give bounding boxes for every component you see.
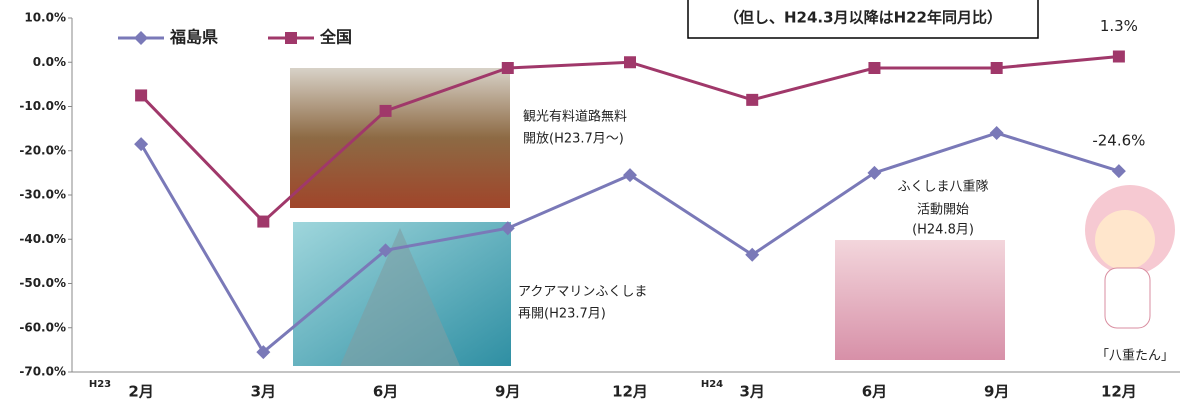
point bbox=[623, 168, 637, 183]
y-tick-label: 0.0% bbox=[33, 55, 66, 69]
y-tick-label: -10.0% bbox=[19, 99, 66, 113]
note: （但し、H24.3月以降はH22年同月比） bbox=[724, 9, 1002, 27]
annotation: 開放(H23.7月～) bbox=[523, 132, 624, 147]
y-tick-label: 10.0% bbox=[24, 11, 66, 25]
point bbox=[867, 165, 882, 180]
y-tick-label: -50.0% bbox=[19, 276, 66, 290]
point bbox=[134, 31, 148, 45]
point bbox=[746, 93, 759, 106]
point bbox=[285, 32, 297, 44]
point bbox=[990, 62, 1003, 75]
annotation: 活動開始 bbox=[917, 203, 969, 218]
annotation: ふくしま八重隊 bbox=[897, 179, 988, 195]
era-label: H24 bbox=[701, 379, 723, 390]
point bbox=[379, 104, 392, 117]
point bbox=[1112, 50, 1125, 63]
y-tick-label: -40.0% bbox=[19, 232, 66, 246]
point bbox=[134, 137, 149, 152]
x-tick-label: 9月 bbox=[984, 383, 1009, 401]
x-tick-label: 3月 bbox=[251, 383, 276, 401]
mascot bbox=[1085, 185, 1175, 329]
y-tick-label: -60.0% bbox=[19, 320, 66, 334]
x-tick-label: 6月 bbox=[862, 383, 887, 401]
note-box bbox=[687, 0, 1039, 39]
x-tick-label: 12月 bbox=[612, 383, 648, 401]
x-tick-label: 9月 bbox=[495, 383, 520, 401]
legend-label: 福島県 bbox=[169, 28, 218, 47]
annotation: アクアマリンふくしま bbox=[518, 285, 647, 300]
photo-team bbox=[835, 240, 1005, 360]
point bbox=[500, 221, 515, 236]
point bbox=[501, 62, 514, 75]
legend-label: 全国 bbox=[319, 28, 352, 47]
point bbox=[745, 247, 760, 262]
x-tick-label: 2月 bbox=[128, 383, 153, 401]
x-tick-label: 6月 bbox=[373, 383, 398, 401]
era-label: H23 bbox=[89, 379, 111, 390]
series-line bbox=[140, 55, 1120, 224]
annotation: 観光有料道路無料 bbox=[523, 109, 627, 125]
data-label: -24.6% bbox=[1092, 132, 1145, 150]
point bbox=[135, 89, 148, 102]
point bbox=[989, 126, 1004, 141]
data-label: 1.3% bbox=[1100, 17, 1138, 35]
y-tick-label: -20.0% bbox=[19, 143, 66, 157]
annotation: 再開(H23.7月) bbox=[518, 307, 606, 322]
y-tick-label: -70.0% bbox=[19, 365, 66, 379]
y-tick-label: -30.0% bbox=[19, 188, 66, 202]
annotation: (H24.8月) bbox=[912, 223, 974, 238]
point bbox=[256, 345, 271, 360]
x-tick-label: 12月 bbox=[1101, 383, 1137, 401]
annotation: 「八重たん」 bbox=[1096, 348, 1174, 364]
x-tick-label: 3月 bbox=[740, 383, 765, 401]
point bbox=[257, 215, 270, 228]
point bbox=[868, 62, 881, 75]
point bbox=[624, 56, 636, 69]
photo-road bbox=[290, 68, 510, 208]
point bbox=[378, 243, 393, 258]
photo-detail bbox=[340, 228, 460, 366]
point bbox=[1111, 164, 1126, 179]
